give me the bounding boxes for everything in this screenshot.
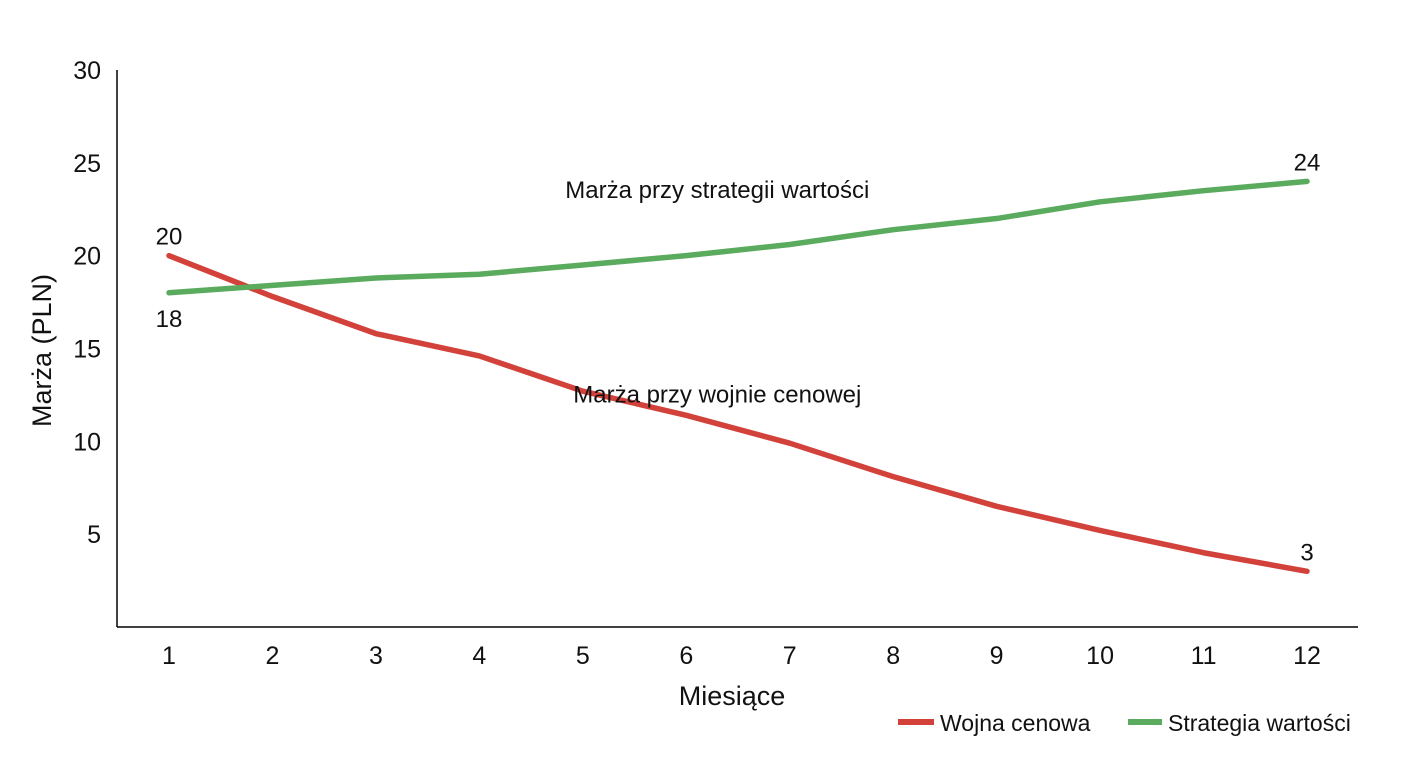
x-axis-title: Miesiące <box>679 681 786 711</box>
x-tick-label: 8 <box>886 642 900 670</box>
annotations: Marża przy strategii wartości Marża przy … <box>565 177 869 408</box>
x-tick-label: 11 <box>1191 642 1217 670</box>
x-tick-label: 6 <box>679 642 693 670</box>
data-label: 24 <box>1294 149 1321 176</box>
annotation-strategia: Marża przy strategii wartości <box>565 177 869 204</box>
y-tick-label: 30 <box>73 57 101 85</box>
x-tick-label: 5 <box>576 642 590 670</box>
legend-label: Wojna cenowa <box>940 710 1091 736</box>
x-tick-label: 9 <box>990 642 1004 670</box>
data-label: 3 <box>1300 539 1313 566</box>
x-tick-label: 10 <box>1086 642 1114 670</box>
series-group <box>166 178 1310 575</box>
annotation-wojna: Marża przy wojnie cenowej <box>573 381 861 408</box>
series-line-strategia-wartosci <box>166 178 1310 296</box>
data-labels: 20 3 18 24 <box>156 149 1321 566</box>
y-tick-label: 10 <box>73 428 101 456</box>
legend-item: Strategia wartości <box>1128 710 1351 736</box>
y-tick-label: 15 <box>73 336 101 364</box>
y-tick-label: 5 <box>87 521 101 549</box>
data-label: 20 <box>156 224 183 251</box>
x-tick-labels: 1 2 3 4 5 6 7 8 9 10 11 12 <box>162 642 1321 670</box>
y-axis-title: Marża (PLN) <box>27 274 57 427</box>
y-tick-label: 20 <box>73 243 101 271</box>
legend: Wojna cenowa Strategia wartości <box>898 710 1351 736</box>
x-tick-label: 7 <box>783 642 797 670</box>
x-tick-label: 3 <box>369 642 383 670</box>
legend-item: Wojna cenowa <box>898 710 1091 736</box>
legend-label: Strategia wartości <box>1168 710 1351 736</box>
series-line-wojna-cenowa <box>166 252 1310 575</box>
axes <box>116 70 1358 628</box>
x-tick-label: 1 <box>162 642 176 670</box>
x-tick-label: 12 <box>1293 642 1321 670</box>
y-tick-label: 25 <box>73 150 101 178</box>
x-tick-label: 2 <box>266 642 280 670</box>
y-tick-labels: 5 10 15 20 25 30 <box>73 57 101 549</box>
data-label: 18 <box>156 306 183 333</box>
x-tick-label: 4 <box>472 642 486 670</box>
